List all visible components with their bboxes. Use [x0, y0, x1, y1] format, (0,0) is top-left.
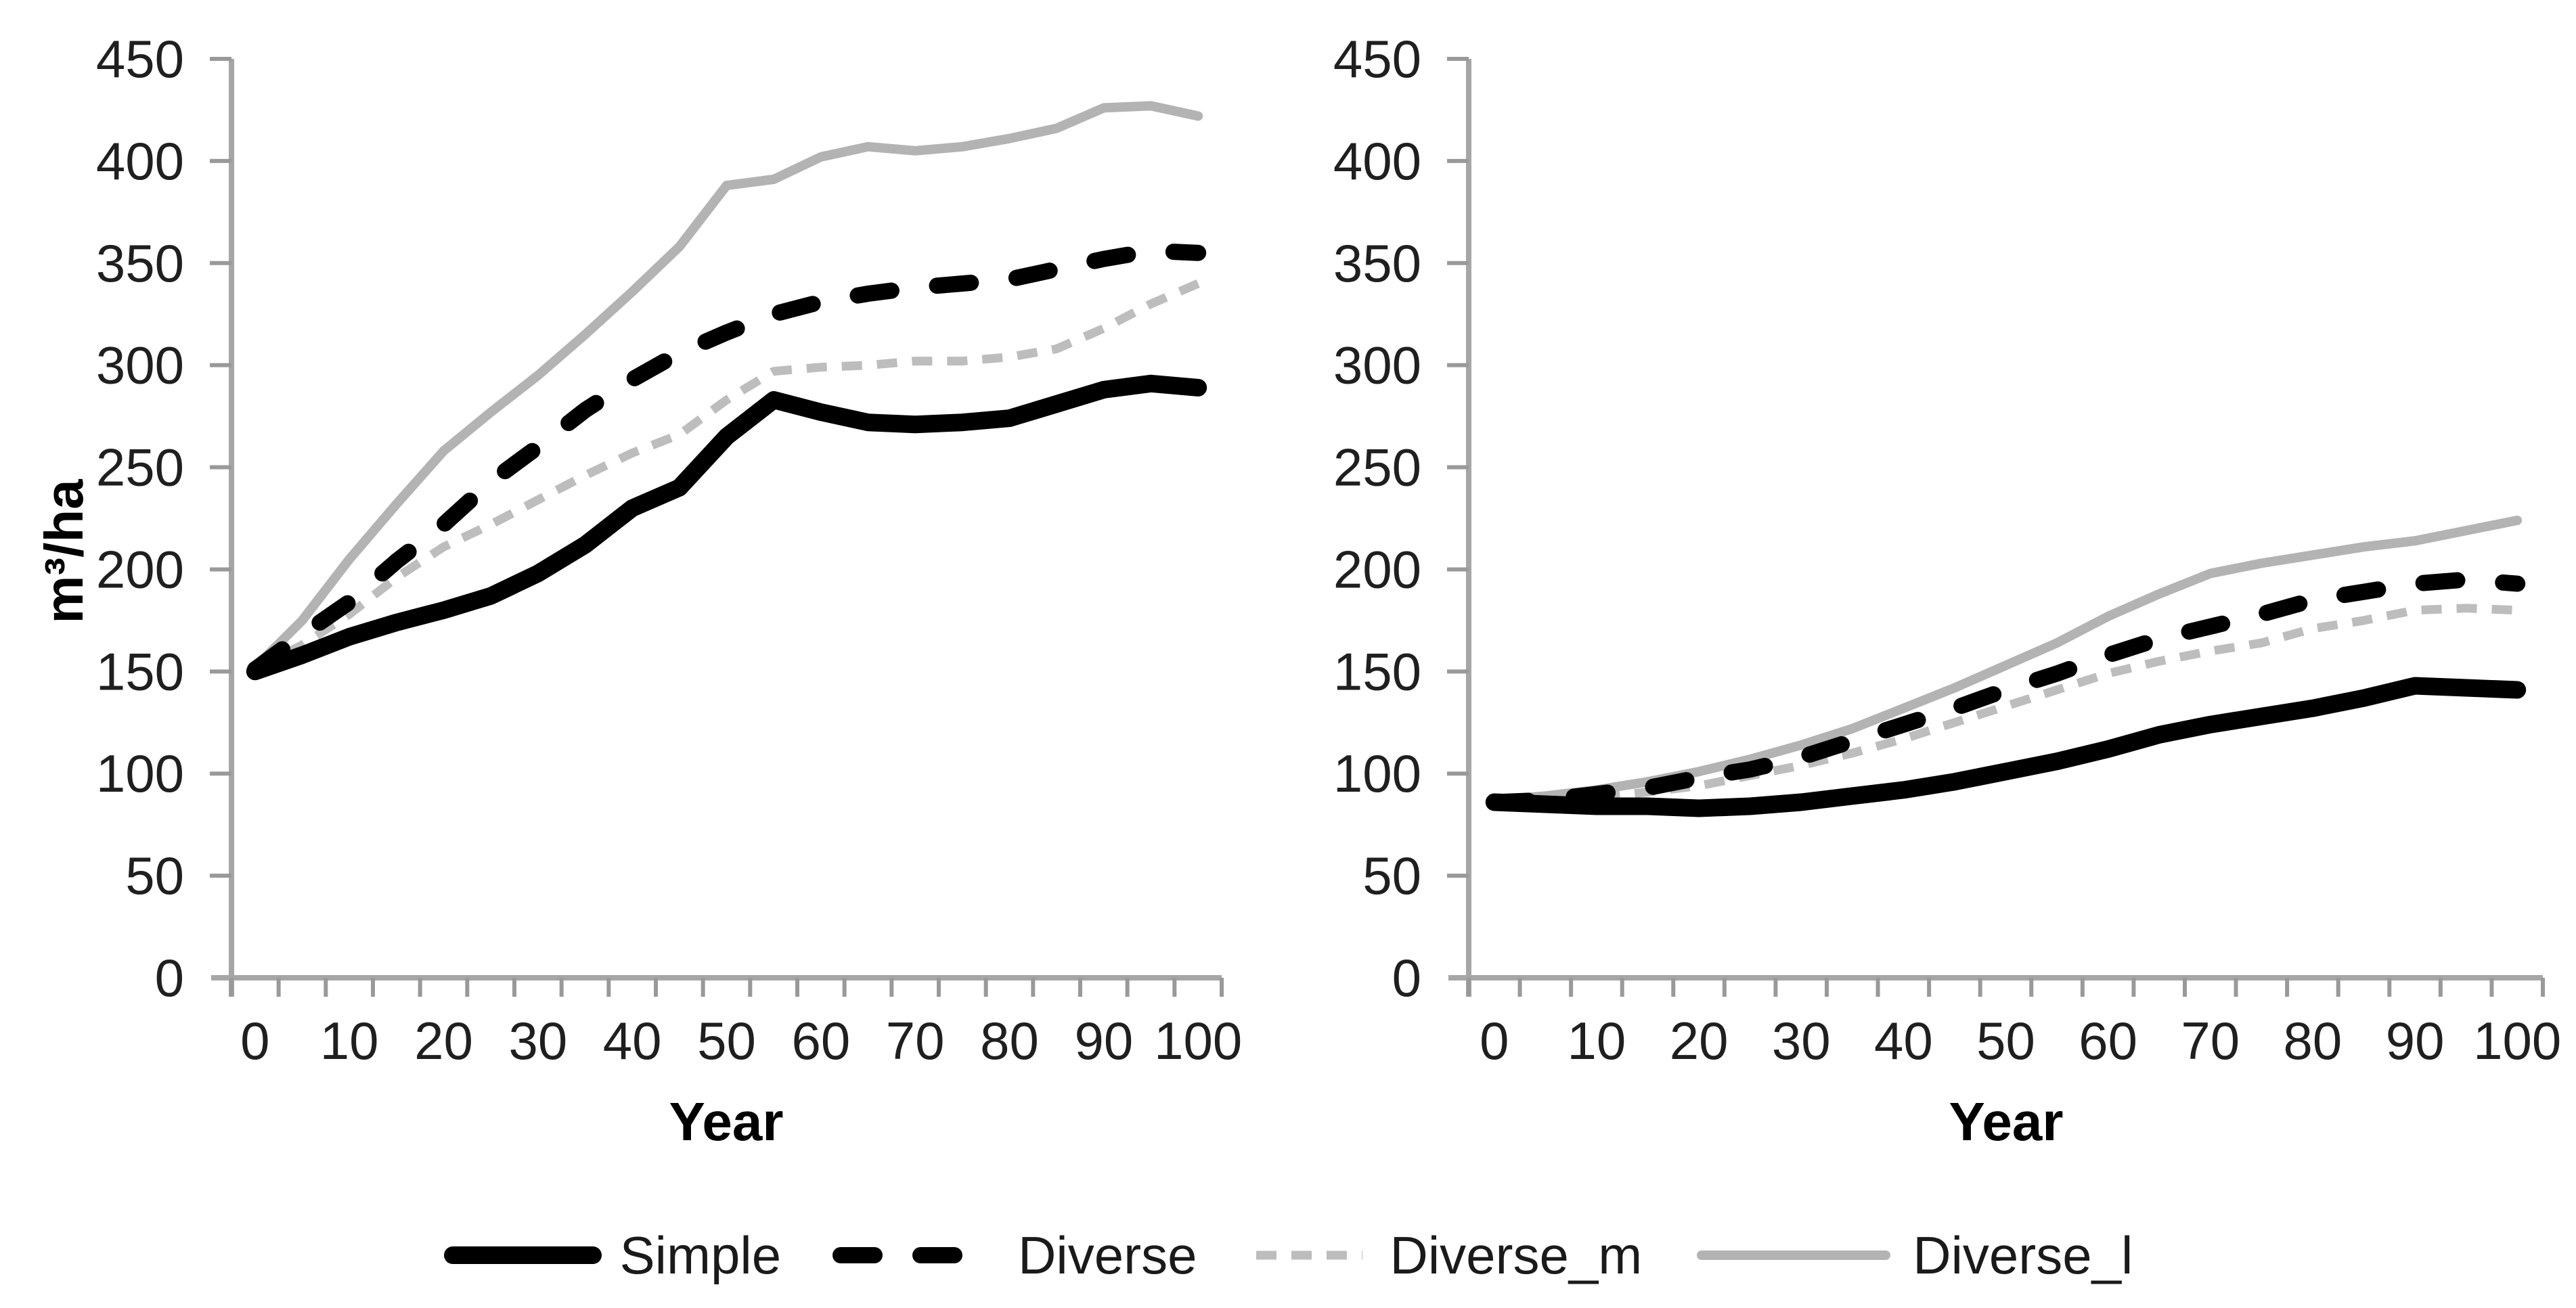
y-tick-label: 0 [1392, 948, 1421, 1008]
chart-panel-left: 0 50 100 150 200 250 300 350 400 450 0 10 20 30 40 50 60… [96, 29, 1242, 1070]
legend-label: Simple [619, 1225, 782, 1285]
legend-swatch-diverse_l [1697, 1250, 1891, 1260]
x-tick-label: 80 [2284, 1011, 2342, 1070]
legend-swatch-diverse_m [1256, 1250, 1363, 1260]
y-tick-label: 150 [1333, 641, 1421, 701]
y-tick-label: 250 [96, 438, 184, 497]
x-tick-label: 10 [1568, 1011, 1626, 1070]
x-tick-label: 50 [697, 1011, 756, 1070]
y-tick-label: 50 [125, 846, 184, 905]
y-tick-label: 150 [96, 641, 184, 701]
x-tick-label: 30 [1772, 1011, 1831, 1070]
x-tick-label: 100 [2473, 1011, 2561, 1070]
legend-item-diverse: Diverse [831, 1225, 1197, 1286]
y-tick-label: 100 [96, 744, 184, 803]
y-tick-label: 400 [1333, 131, 1421, 191]
y-axis-title: m³/ha [34, 479, 94, 624]
x-tick-label: 0 [240, 1011, 269, 1070]
chart-panel-right: 0 50 100 150 200 250 300 350 400 450 0 10 20 30 40 50 60… [1333, 29, 2561, 1070]
y-tick-label: 100 [1333, 744, 1421, 803]
legend-label: Diverse_l [1913, 1225, 2133, 1285]
x-tick-label: 30 [508, 1011, 567, 1070]
x-tick-label: 60 [791, 1011, 850, 1070]
y-tick-label: 350 [96, 233, 184, 293]
series-line-diverse [1486, 571, 2526, 811]
x-tick-label: 60 [2079, 1011, 2137, 1070]
legend: Simple Diverse Diverse_m Diverse_l [0, 1215, 2576, 1296]
x-tick-label: 40 [603, 1011, 662, 1070]
legend-swatch-simple [443, 1246, 602, 1264]
x-tick-label: 90 [2386, 1011, 2445, 1070]
series-line-simple [246, 374, 1207, 681]
y-tick-label: 300 [96, 336, 184, 395]
series-line-diverse_m [252, 279, 1200, 674]
x-tick-label: 0 [1480, 1011, 1509, 1070]
y-tick-label: 450 [96, 29, 184, 89]
y-tick-label: 350 [1333, 233, 1421, 293]
y-tick-label: 250 [1333, 438, 1421, 497]
x-tick-label: 20 [414, 1011, 473, 1070]
y-tick-label: 50 [1362, 846, 1421, 905]
x-tick-label: 100 [1154, 1011, 1242, 1070]
legend-item-diverse_m: Diverse_m [1247, 1225, 1642, 1286]
x-tick-label: 70 [886, 1011, 945, 1070]
legend-item-diverse_l: Diverse_l [1692, 1225, 2133, 1286]
x-tick-label: 70 [2181, 1011, 2240, 1070]
x-tick-label: 20 [1670, 1011, 1729, 1070]
legend-swatch-diverse [832, 1247, 1000, 1263]
series-line-diverse [246, 242, 1207, 678]
legend-label: Diverse [1018, 1225, 1197, 1285]
legend-item-simple: Simple [443, 1225, 781, 1286]
x-tick-label: 90 [1074, 1011, 1133, 1070]
x-tick-label: 80 [980, 1011, 1039, 1070]
y-tick-label: 200 [1333, 539, 1421, 599]
x-tick-label: 10 [320, 1011, 379, 1070]
y-tick-label: 0 [155, 948, 184, 1008]
y-tick-label: 400 [96, 131, 184, 191]
x-axis-title-left: Year [669, 1091, 784, 1152]
x-tick-label: 40 [1874, 1011, 1933, 1070]
series-line-simple [1485, 677, 2527, 817]
legend-label: Diverse_m [1390, 1225, 1643, 1285]
series-line-diverse_l [250, 101, 1203, 673]
x-axis-title-right: Year [1949, 1091, 2064, 1152]
y-tick-label: 300 [1333, 336, 1421, 395]
y-tick-label: 200 [96, 539, 184, 599]
series-line-diverse_l [1489, 516, 2523, 805]
x-tick-label: 50 [1976, 1011, 2035, 1070]
y-tick-label: 450 [1333, 29, 1421, 89]
